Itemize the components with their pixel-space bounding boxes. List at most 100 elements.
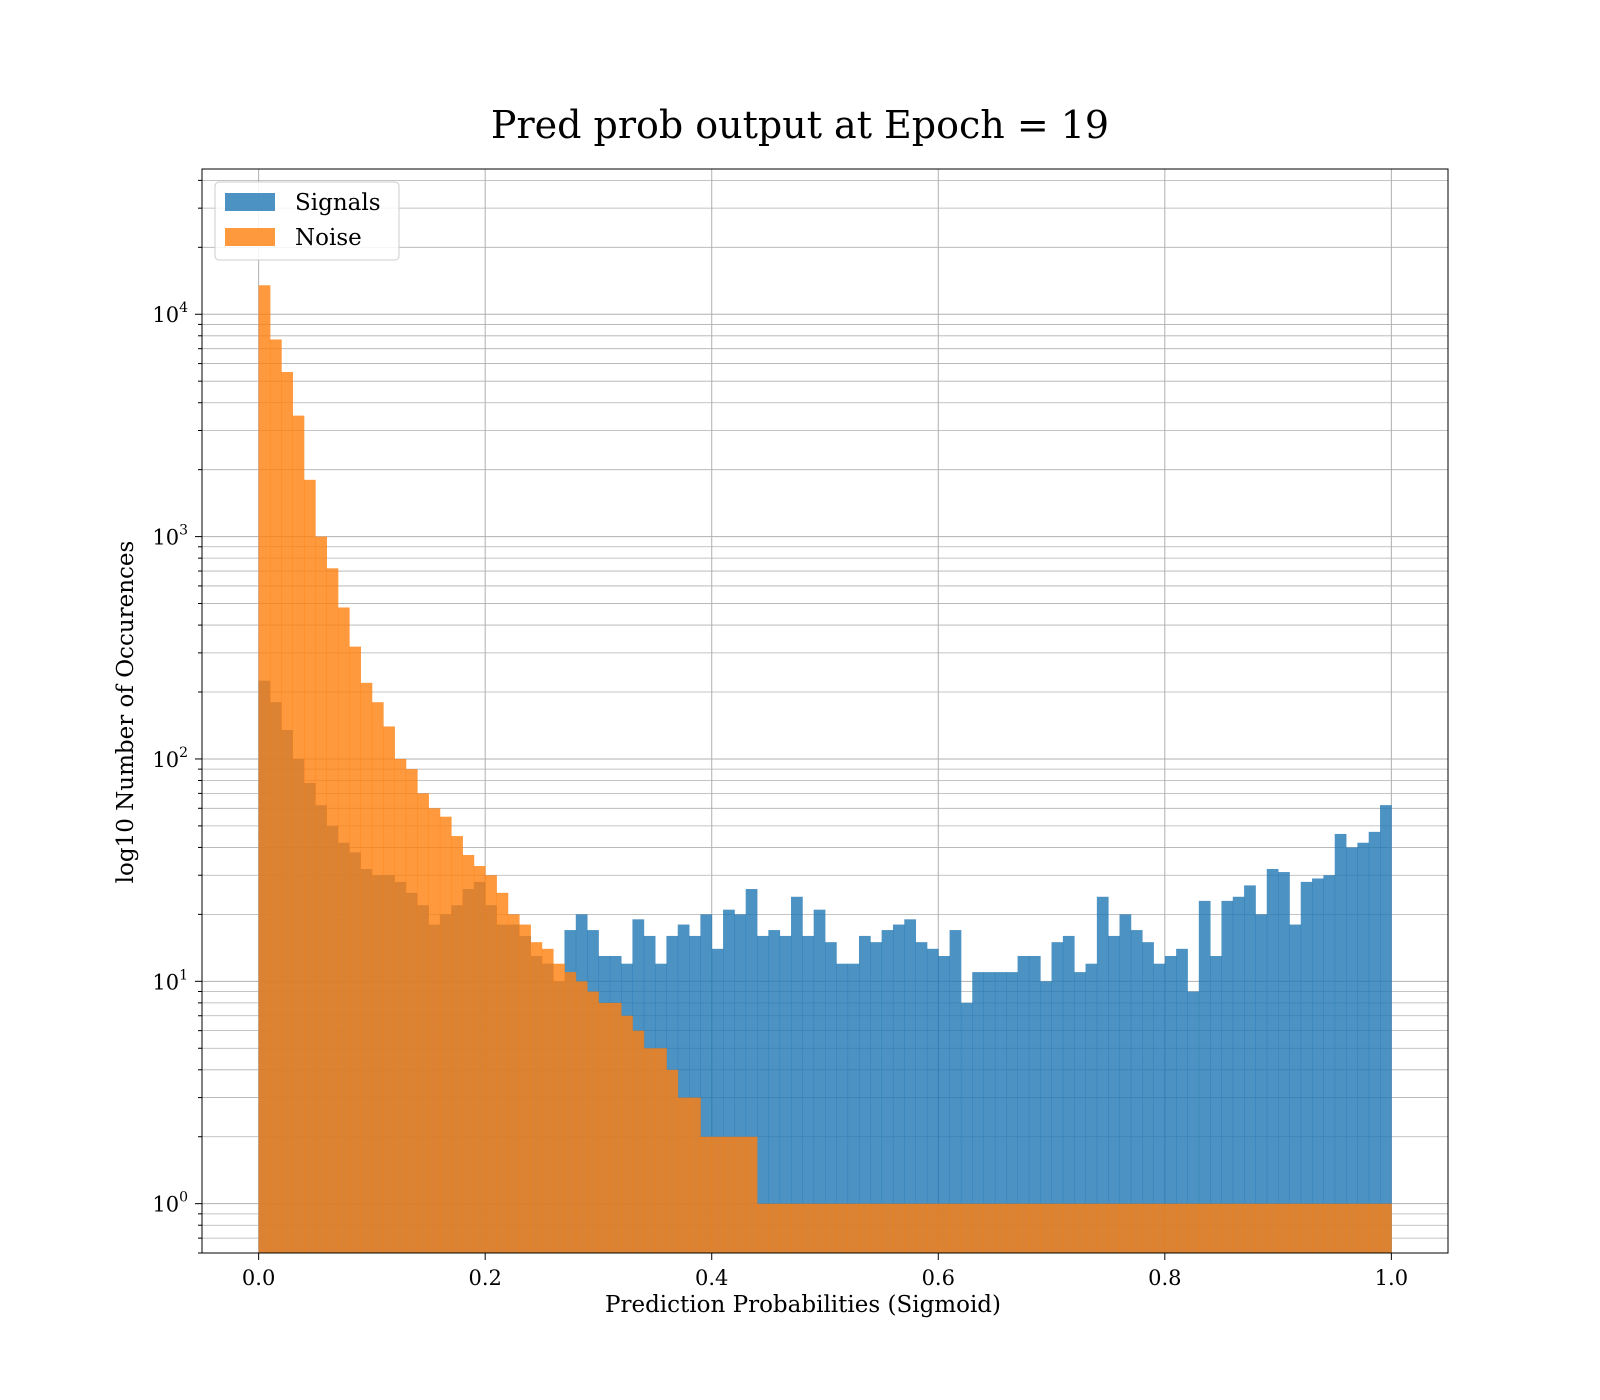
- signals-bar: [1119, 914, 1132, 1253]
- legend: Signals Noise: [214, 181, 400, 261]
- noise-bar: [439, 816, 452, 1253]
- signals-bar: [1040, 981, 1052, 1253]
- signals-bar: [1085, 963, 1098, 1253]
- signals-bar: [1062, 935, 1075, 1253]
- noise-bar: [1040, 1203, 1052, 1253]
- noise-bar: [745, 1136, 758, 1253]
- noise-bar: [507, 914, 520, 1253]
- signals-bar: [1198, 900, 1211, 1253]
- noise-bar: [960, 1203, 973, 1253]
- noise-bar: [1357, 1203, 1370, 1253]
- signals-bar: [1266, 868, 1279, 1253]
- signals-bar: [1278, 872, 1290, 1253]
- noise-bar: [1266, 1203, 1279, 1253]
- signals-bar: [938, 955, 950, 1253]
- signals-bar: [734, 914, 747, 1253]
- noise-bar: [1153, 1203, 1166, 1253]
- legend-label: Signals: [295, 190, 381, 216]
- noise-bar: [360, 682, 373, 1253]
- x-tick-label: 0.0: [242, 1266, 275, 1290]
- signals-bar: [757, 935, 769, 1253]
- noise-bar: [711, 1136, 724, 1253]
- noise-bar: [553, 963, 565, 1253]
- signals-bar: [949, 930, 962, 1253]
- x-tick-label: 0.4: [695, 1266, 728, 1290]
- noise-bar: [1368, 1203, 1381, 1253]
- noise-bar: [1062, 1203, 1075, 1253]
- signals-bar: [711, 948, 724, 1253]
- signals-bar: [825, 942, 837, 1253]
- noise-bar: [281, 371, 294, 1254]
- signals-bar: [1289, 924, 1302, 1253]
- noise-bar: [575, 981, 588, 1253]
- noise-bar: [904, 1203, 917, 1253]
- y-axis-label: log10 Number of Occurences: [113, 541, 139, 884]
- noise-bar: [994, 1203, 1007, 1253]
- signals-bar: [1334, 833, 1347, 1253]
- signals-bar: [1028, 955, 1041, 1253]
- noise-bar: [541, 948, 554, 1253]
- noise-bar: [349, 646, 361, 1253]
- noise-bar: [473, 866, 486, 1253]
- noise-bar: [1278, 1203, 1290, 1253]
- noise-bar: [1232, 1203, 1245, 1253]
- signals-bar: [1221, 900, 1234, 1253]
- noise-bar: [723, 1136, 735, 1253]
- y-tick-label: 103: [152, 523, 188, 550]
- noise-bar: [881, 1203, 894, 1253]
- noise-bar: [1323, 1203, 1336, 1253]
- signals-bar: [745, 889, 758, 1253]
- x-tick-label: 0.6: [922, 1266, 955, 1290]
- signals-bar: [1232, 896, 1245, 1253]
- signals-bar: [915, 942, 928, 1253]
- noise-bar: [292, 415, 305, 1253]
- x-tick-label: 1.0: [1375, 1266, 1408, 1290]
- noise-bar: [621, 1015, 633, 1253]
- legend-swatch: [225, 228, 275, 246]
- noise-bar: [825, 1203, 837, 1253]
- signals-bar: [1368, 831, 1381, 1253]
- signals-bar: [870, 942, 883, 1253]
- signals-bar: [1074, 972, 1086, 1253]
- signals-bar: [791, 896, 803, 1253]
- noise-bar: [519, 924, 531, 1253]
- noise-bar: [915, 1203, 928, 1253]
- signals-bar: [1357, 842, 1370, 1253]
- noise-bar: [337, 607, 350, 1253]
- noise-bar: [258, 285, 271, 1253]
- noise-bar: [926, 1203, 939, 1253]
- noise-bar: [1380, 1203, 1392, 1253]
- noise-bar: [1312, 1203, 1324, 1253]
- noise-bar: [587, 991, 599, 1253]
- noise-bar: [847, 1203, 860, 1253]
- signals-bar: [892, 924, 905, 1253]
- signals-bar: [1380, 805, 1392, 1253]
- noise-bar: [655, 1048, 667, 1253]
- noise-bar: [1198, 1203, 1211, 1253]
- noise-bar: [858, 1203, 871, 1253]
- signals-bar: [847, 963, 860, 1253]
- noise-bar: [1289, 1203, 1302, 1253]
- noise-bar: [383, 726, 395, 1253]
- noise-bar: [791, 1203, 803, 1253]
- noise-bar: [485, 875, 497, 1253]
- noise-bar: [1017, 1203, 1030, 1253]
- signals-bar: [1176, 948, 1188, 1253]
- noise-bar: [1244, 1203, 1256, 1253]
- signals-bar: [813, 909, 826, 1253]
- signals-bar: [1108, 935, 1120, 1253]
- noise-bar: [1187, 1203, 1200, 1253]
- noise-bar: [836, 1203, 849, 1253]
- signals-bar: [1187, 991, 1200, 1253]
- noise-bar: [949, 1203, 962, 1253]
- noise-bar: [779, 1203, 792, 1253]
- noise-bar: [451, 836, 463, 1253]
- signals-bar: [1096, 896, 1109, 1253]
- signals-bar: [768, 930, 781, 1253]
- chart-title: Pred prob output at Epoch = 19: [491, 103, 1109, 147]
- x-tick-label: 0.8: [1148, 1266, 1181, 1290]
- noise-bar: [1006, 1203, 1018, 1253]
- noise-bar: [496, 892, 509, 1253]
- signals-bar: [960, 1002, 973, 1253]
- noise-bar: [757, 1203, 769, 1253]
